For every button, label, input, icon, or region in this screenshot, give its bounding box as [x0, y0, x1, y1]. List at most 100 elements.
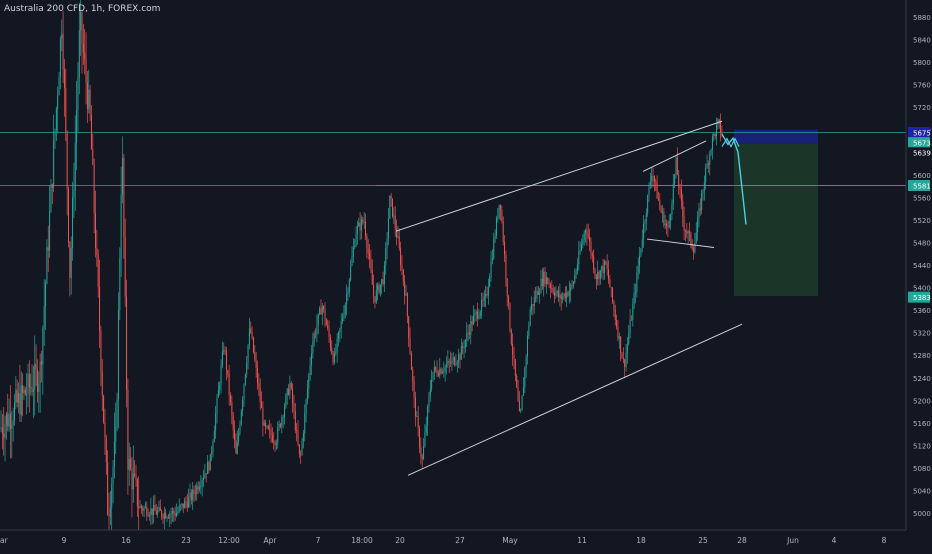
candle-body [170, 513, 172, 515]
candle-body [593, 256, 595, 270]
candle-body [47, 247, 49, 251]
candle-body [184, 501, 186, 509]
candle-body [77, 77, 79, 111]
x-tick-label: 25 [698, 536, 708, 545]
price-label-text: 5673 [913, 139, 931, 147]
candle-body [605, 261, 607, 264]
candle-body [601, 265, 603, 271]
candle-body [243, 384, 245, 400]
candle-body [598, 271, 600, 279]
candle-body [32, 389, 34, 393]
candle-body [277, 427, 279, 443]
candle-body [703, 182, 705, 190]
candle-body [173, 510, 175, 514]
x-tick-label: 11 [577, 536, 587, 545]
price-label-text: 5675 [913, 129, 931, 137]
candle-body [397, 236, 399, 238]
candle-body [706, 163, 708, 168]
candle-body [586, 230, 588, 235]
candle-body [400, 248, 402, 266]
candle-body [18, 393, 20, 403]
candle-body [462, 346, 464, 348]
candle-body [36, 369, 38, 392]
candle-body [181, 503, 183, 506]
price-label-box [908, 180, 930, 191]
candle-body [583, 233, 585, 241]
candle-body [212, 442, 214, 453]
candle-body [16, 389, 18, 403]
candle-body [612, 288, 614, 302]
candle-body [119, 258, 121, 311]
candle-body [695, 232, 697, 244]
candle-body [271, 435, 273, 442]
candle-body [45, 283, 47, 306]
stop-loss-zone [734, 129, 818, 144]
candle-body [451, 359, 453, 364]
candle-body [686, 231, 688, 234]
candle-body [705, 167, 707, 183]
candle-body [358, 222, 360, 227]
candle-body [413, 382, 415, 398]
candle-body [19, 393, 21, 415]
candle-body [713, 134, 715, 137]
candle-body [313, 333, 315, 342]
candle-body [699, 208, 701, 211]
candle-body [676, 157, 678, 175]
candle-body [693, 248, 695, 253]
candle-body [625, 352, 627, 368]
candle-body [251, 332, 253, 338]
candle-body [489, 276, 491, 287]
candle-body [190, 492, 192, 501]
candle-body [31, 386, 33, 393]
candle-body [132, 473, 134, 490]
candle-body [618, 336, 620, 339]
candle-body [551, 288, 553, 290]
candle-body [15, 389, 17, 403]
candle-body [468, 332, 470, 335]
candle-body [447, 360, 449, 365]
candle-body [290, 382, 292, 389]
candle-body [159, 507, 161, 511]
candle-body [58, 76, 60, 96]
candle-body [63, 69, 65, 89]
candle-body [563, 293, 565, 297]
wedge-top-line [642, 140, 707, 172]
candle-body [398, 236, 400, 249]
candle-body [716, 124, 717, 137]
candle-body [689, 231, 690, 233]
candle-body [675, 157, 677, 175]
candle-body [163, 512, 165, 519]
upper-channel-line [395, 120, 723, 232]
candle-body [124, 237, 126, 297]
candle-body [653, 176, 655, 182]
y-tick-label: 5000 [913, 510, 931, 518]
candle-body [284, 407, 285, 418]
candle-body [171, 510, 173, 514]
candle-body [231, 401, 233, 416]
candle-body [662, 211, 663, 213]
candle-body [154, 505, 156, 511]
price-label-text: 5581 [913, 182, 931, 190]
candle-body [149, 515, 150, 517]
candle-body [103, 395, 105, 423]
candle-body [304, 412, 306, 434]
candle-body [356, 226, 358, 235]
candle-body [263, 422, 265, 426]
candle-body [485, 294, 487, 297]
candle-body [710, 149, 712, 154]
candle-body [289, 382, 291, 395]
candle-body [12, 420, 14, 425]
candle-body [213, 431, 215, 443]
candle-body [505, 254, 507, 279]
candle-body [637, 265, 639, 273]
candle-body [236, 441, 238, 454]
candle-body [242, 399, 244, 411]
candle-body [312, 341, 314, 354]
candle-body [49, 211, 51, 251]
candle-body [482, 299, 484, 301]
candle-body [562, 296, 564, 300]
candle-body [177, 511, 179, 514]
candle-body [477, 311, 479, 319]
